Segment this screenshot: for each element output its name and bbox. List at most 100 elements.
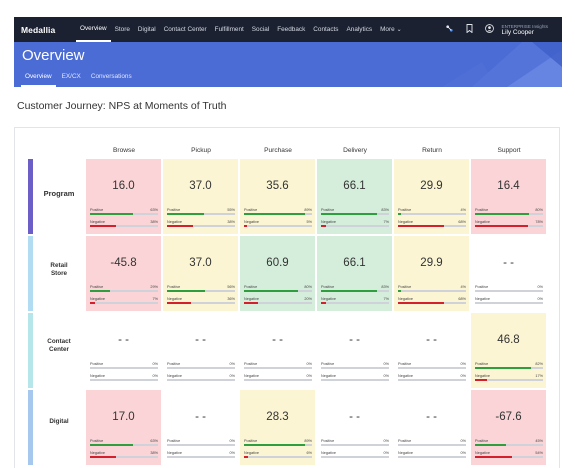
journey-cell[interactable]: - - Positive 0% Negative 0% — [394, 313, 469, 388]
header-decoration — [442, 42, 562, 87]
negative-bar-track — [321, 302, 389, 304]
row-indicator-program — [28, 159, 33, 234]
negative-percent: 0% — [383, 451, 390, 455]
nav-item-overview[interactable]: Overview — [76, 17, 111, 42]
nav-item-analytics[interactable]: Analytics — [346, 26, 373, 33]
journey-cell[interactable]: - - Positive 0% Negative 0% — [317, 390, 392, 465]
positive-bar-track — [321, 213, 389, 215]
nav-item-digital[interactable]: Digital — [137, 26, 156, 33]
journey-cell[interactable]: - - Positive 0% Negative 0% — [163, 313, 238, 388]
negative-percent: 36% — [227, 297, 235, 301]
nav-item-feedback[interactable]: Feedback — [277, 26, 306, 33]
negative-bar-track — [244, 379, 312, 381]
brand-logo[interactable]: Medallia — [21, 24, 56, 35]
positive-bar-fill — [475, 213, 530, 215]
nav-item-contacts[interactable]: Contacts — [313, 26, 339, 33]
negative-percent: 7% — [152, 297, 159, 301]
nps-value: - - — [195, 411, 206, 423]
positive-label: Positive — [244, 439, 258, 443]
nav-item-fulfillment[interactable]: Fulfillment — [214, 26, 244, 33]
nav-item-more[interactable]: More ⌄ — [376, 17, 406, 42]
negative-percent: 7% — [383, 297, 390, 301]
main-nav: Overview Store Digital Contact Center Fu… — [76, 17, 406, 42]
negative-percent: 78% — [535, 220, 543, 224]
nav-item-store[interactable]: Store — [114, 26, 130, 33]
row-label-program: Program — [43, 189, 75, 198]
journey-cell[interactable]: 66.1 Positive 83% Negative 7% — [317, 236, 392, 311]
negative-percent: 5% — [306, 220, 313, 224]
journey-cell[interactable]: - - Positive 0% Negative 0% — [86, 313, 161, 388]
journey-cell[interactable]: 66.1 Positive 83% Negative 7% — [317, 159, 392, 234]
negative-bar-track — [321, 225, 389, 227]
journey-cell[interactable]: -67.6 Positive 45% Negative 54% — [471, 390, 546, 465]
journey-cell[interactable]: -45.8 Positive 29% Negative 7% — [86, 236, 161, 311]
tab-overview[interactable]: Overview — [21, 73, 56, 87]
journey-cell[interactable]: - - Positive 0% Negative 0% — [394, 390, 469, 465]
positive-bar-fill — [244, 444, 305, 446]
journey-cell[interactable]: 60.9 Positive 80% Negative 20% — [240, 236, 315, 311]
nps-value: 66.1 — [343, 257, 366, 269]
positive-bar-track — [90, 213, 158, 215]
positive-percent: 45% — [535, 439, 543, 443]
negative-bar-track — [398, 456, 466, 458]
positive-bar-fill — [398, 213, 401, 215]
nps-value: 35.6 — [266, 180, 289, 192]
positive-bar-fill — [167, 290, 206, 292]
negative-percent: 0% — [383, 374, 390, 378]
bookmark-icon[interactable] — [466, 24, 473, 35]
negative-label: Negative — [90, 374, 105, 378]
positive-bar-track — [90, 290, 158, 292]
negative-label: Negative — [321, 451, 336, 455]
journey-cell[interactable]: 37.0 Positive 55% Negative 38% — [163, 159, 238, 234]
nps-value: - - — [195, 334, 206, 346]
journey-cell[interactable]: - - Positive 0% Negative 0% — [163, 390, 238, 465]
journey-cell[interactable]: 29.9 Positive 4% Negative 68% — [394, 236, 469, 311]
positive-label: Positive — [398, 439, 412, 443]
negative-percent: 54% — [535, 451, 543, 455]
negative-percent: 0% — [229, 374, 236, 378]
positive-percent: 0% — [383, 439, 390, 443]
positive-percent: 4% — [460, 285, 467, 289]
nps-value: 37.0 — [189, 180, 212, 192]
nps-value: -45.8 — [110, 257, 137, 269]
share-icon[interactable] — [445, 24, 454, 35]
positive-label: Positive — [475, 285, 489, 289]
journey-cell[interactable]: 46.8 Positive 82% Negative 17% — [471, 313, 546, 388]
nps-value: 29.9 — [420, 257, 443, 269]
positive-label: Positive — [90, 439, 104, 443]
journey-cell[interactable]: - - Positive 0% Negative 0% — [471, 236, 546, 311]
user-menu[interactable]: ENTERPRISE Insights Lily Cooper — [502, 24, 548, 36]
row-indicator-contact-center — [28, 313, 33, 388]
journey-cell[interactable]: 16.4 Positive 80% Negative 78% — [471, 159, 546, 234]
tab-ex-cx[interactable]: EX/CX — [61, 73, 81, 80]
positive-percent: 82% — [535, 362, 543, 366]
negative-bar-track — [398, 379, 466, 381]
positive-label: Positive — [398, 208, 412, 212]
nav-item-social[interactable]: Social — [251, 26, 270, 33]
journey-cell[interactable]: 28.3 Positive 89% Negative 6% — [240, 390, 315, 465]
user-avatar-icon[interactable] — [484, 24, 494, 35]
journey-cell[interactable]: 37.0 Positive 56% Negative 36% — [163, 236, 238, 311]
positive-bar-fill — [398, 290, 401, 292]
nav-item-contact-center[interactable]: Contact Center — [163, 26, 207, 33]
negative-percent: 38% — [150, 451, 158, 455]
journey-cell[interactable]: - - Positive 0% Negative 0% — [317, 313, 392, 388]
negative-percent: 0% — [306, 374, 313, 378]
journey-cell[interactable]: 29.9 Positive 4% Negative 68% — [394, 159, 469, 234]
positive-percent: 4% — [460, 208, 467, 212]
positive-percent: 55% — [227, 208, 235, 212]
positive-bar-track — [321, 444, 389, 446]
tab-conversations[interactable]: Conversations — [90, 73, 132, 80]
negative-label: Negative — [244, 297, 259, 301]
row-indicator-digital — [28, 390, 33, 465]
positive-bar-fill — [90, 290, 110, 292]
positive-bar-track — [90, 367, 158, 369]
journey-cell[interactable]: 17.0 Positive 63% Negative 38% — [86, 390, 161, 465]
journey-cell[interactable]: 35.6 Positive 89% Negative 5% — [240, 159, 315, 234]
journey-cell[interactable]: - - Positive 0% Negative 0% — [240, 313, 315, 388]
positive-label: Positive — [167, 285, 181, 289]
negative-label: Negative — [90, 220, 105, 224]
negative-bar-track — [167, 302, 235, 304]
negative-percent: 0% — [537, 297, 544, 301]
journey-cell[interactable]: 16.0 Positive 63% Negative 38% — [86, 159, 161, 234]
